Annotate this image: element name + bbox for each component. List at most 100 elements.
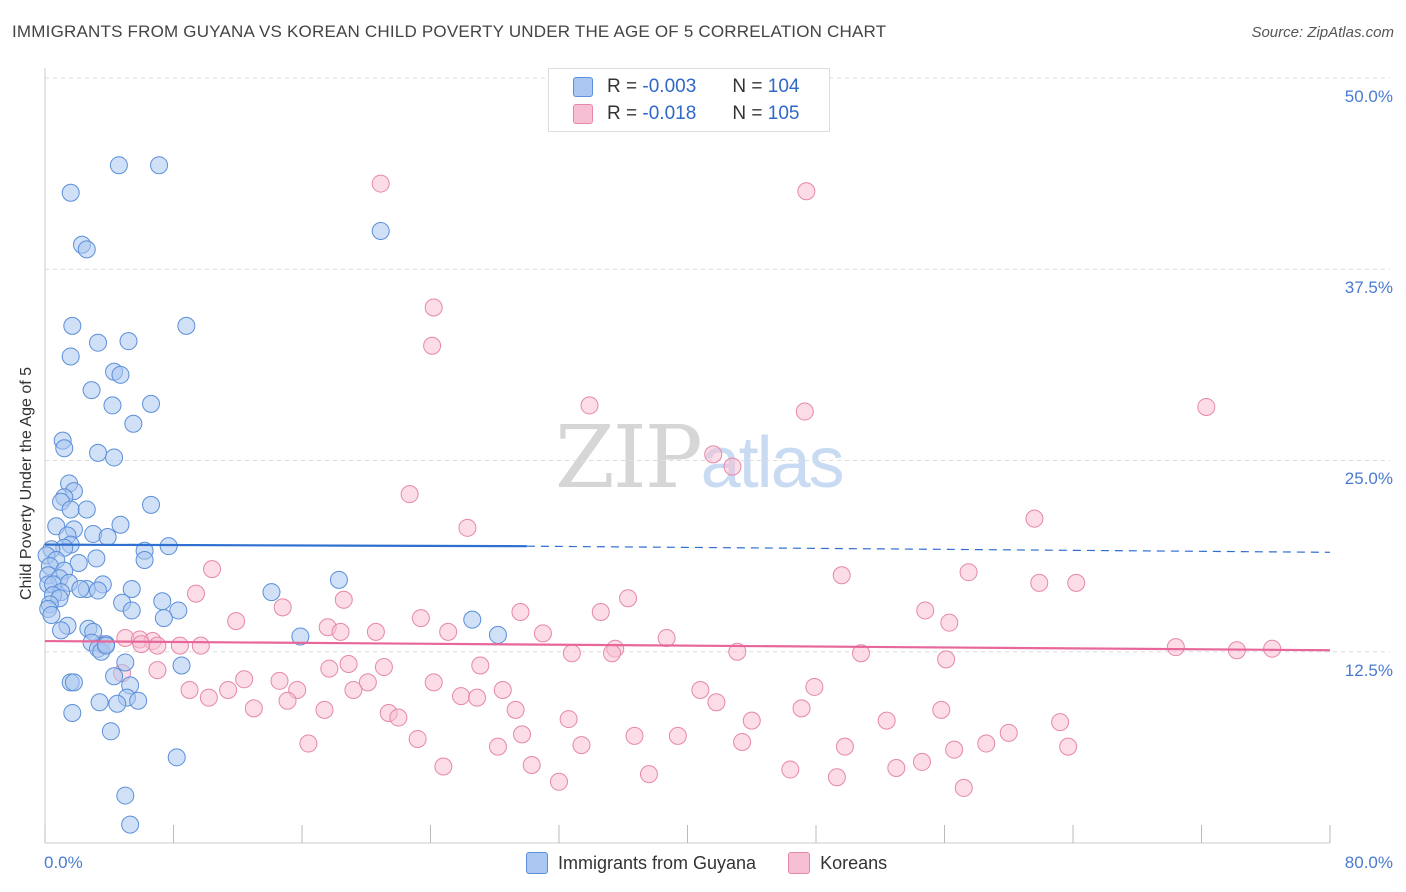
guyana-point	[142, 495, 161, 514]
korean-point	[805, 677, 824, 696]
guyana-point	[329, 570, 348, 589]
korean-point	[723, 457, 742, 476]
korean-point	[180, 681, 199, 699]
korean-point	[1197, 397, 1216, 416]
korean-point	[704, 445, 723, 464]
r-label: R =	[607, 103, 638, 124]
korean-point	[278, 691, 297, 710]
korean-point	[792, 699, 811, 718]
guyana-trend-line	[44, 543, 527, 548]
guyana-point	[71, 580, 90, 599]
guyana-point	[105, 448, 124, 467]
guyana-point	[121, 815, 140, 834]
korean-point	[533, 624, 552, 643]
korean-point	[1059, 737, 1078, 756]
korean-point	[913, 752, 932, 771]
korean-point	[657, 628, 676, 647]
korean-point	[832, 566, 851, 585]
n-label: N =	[732, 103, 763, 124]
korean-point	[728, 642, 747, 661]
korean-point	[1067, 573, 1086, 592]
korean-point	[506, 700, 525, 719]
korean-point	[619, 589, 638, 608]
korean-point	[244, 699, 263, 718]
korean-point	[488, 737, 507, 756]
guyana-point	[172, 656, 191, 675]
legend-row-koreans: R = -0.018 N = 105	[573, 102, 799, 126]
korean-point	[572, 736, 591, 755]
x-tick-label-max: 80.0%	[1344, 853, 1393, 872]
guyana-point	[122, 601, 141, 620]
korean-point	[797, 182, 816, 201]
korean-point	[1030, 573, 1049, 592]
korean-point	[186, 584, 205, 603]
korean-point	[132, 635, 151, 654]
guyana-point	[89, 581, 108, 600]
guyana-point	[142, 394, 161, 413]
legend-row-guyana: R = -0.003 N = 104	[573, 75, 799, 99]
y-tick-label-37.5: 37.5%	[1344, 278, 1393, 297]
korean-point	[639, 765, 658, 784]
korean-point	[315, 700, 334, 719]
korean-point	[781, 760, 800, 779]
guyana-point	[77, 240, 96, 259]
guyana-point	[124, 414, 143, 433]
guyana-point	[116, 786, 135, 805]
guyana-point	[105, 667, 124, 686]
chart-title: IMMIGRANTS FROM GUYANA VS KOREAN CHILD P…	[12, 22, 887, 41]
korean-point	[411, 609, 430, 628]
guyana-point	[108, 694, 127, 713]
guyana-point	[101, 722, 120, 741]
guyana-point	[89, 443, 108, 462]
series-legend: Immigrants from Guyana Koreans	[526, 852, 887, 874]
guyana-point	[488, 625, 507, 644]
korean-point	[170, 636, 189, 655]
guyana-point	[153, 592, 172, 611]
korean-point	[999, 723, 1018, 742]
korean-point	[199, 688, 218, 707]
watermark-zip: ZIP	[555, 408, 703, 508]
guyana-point	[103, 396, 122, 415]
x-tick-label-min: 0.0%	[44, 853, 83, 872]
guyana-point	[129, 691, 148, 710]
guyana-point	[291, 627, 310, 646]
korean-point	[334, 590, 353, 609]
y-tick-label-12.5: 12.5%	[1344, 661, 1393, 680]
legend-label-guyana: Immigrants from Guyana	[558, 852, 757, 873]
guyana-point	[63, 316, 82, 335]
korean-point	[977, 734, 996, 753]
guyana-point	[63, 703, 82, 722]
correlation-legend: R = -0.003 N = 104 R = -0.018 N = 105	[548, 68, 830, 132]
korean-point	[1166, 638, 1185, 657]
korean-point	[471, 656, 490, 675]
y-axis-label: Child Poverty Under the Age of 5	[18, 366, 35, 600]
korean-point	[191, 636, 210, 655]
guyana-point	[61, 183, 80, 202]
korean-point	[452, 687, 471, 706]
korean-point	[959, 563, 978, 582]
guyana-point	[61, 500, 80, 519]
korean-point	[691, 681, 710, 699]
korean-point	[940, 613, 959, 632]
korean-point	[733, 733, 752, 752]
korean-point	[273, 598, 292, 617]
korean-point	[320, 659, 339, 678]
korean-point	[932, 700, 951, 719]
n-value-guyana: 104	[767, 76, 800, 97]
guyana-point	[262, 583, 281, 602]
korean-point	[299, 734, 318, 753]
guyana-point	[109, 156, 128, 175]
guyana-point	[119, 332, 138, 351]
guyana-point	[97, 636, 116, 655]
source-label: Source: ZipAtlas.com	[1251, 24, 1394, 41]
guyana-point	[135, 550, 154, 569]
guyana-point	[122, 580, 141, 599]
korean-point	[344, 681, 363, 699]
guyana-point	[64, 673, 83, 692]
korean-point	[580, 396, 599, 415]
guyana-point	[52, 621, 71, 640]
y-tick-label-50: 50.0%	[1344, 87, 1393, 106]
guyana-point	[82, 381, 101, 400]
korean-point	[358, 673, 377, 692]
korean-point	[954, 778, 973, 797]
